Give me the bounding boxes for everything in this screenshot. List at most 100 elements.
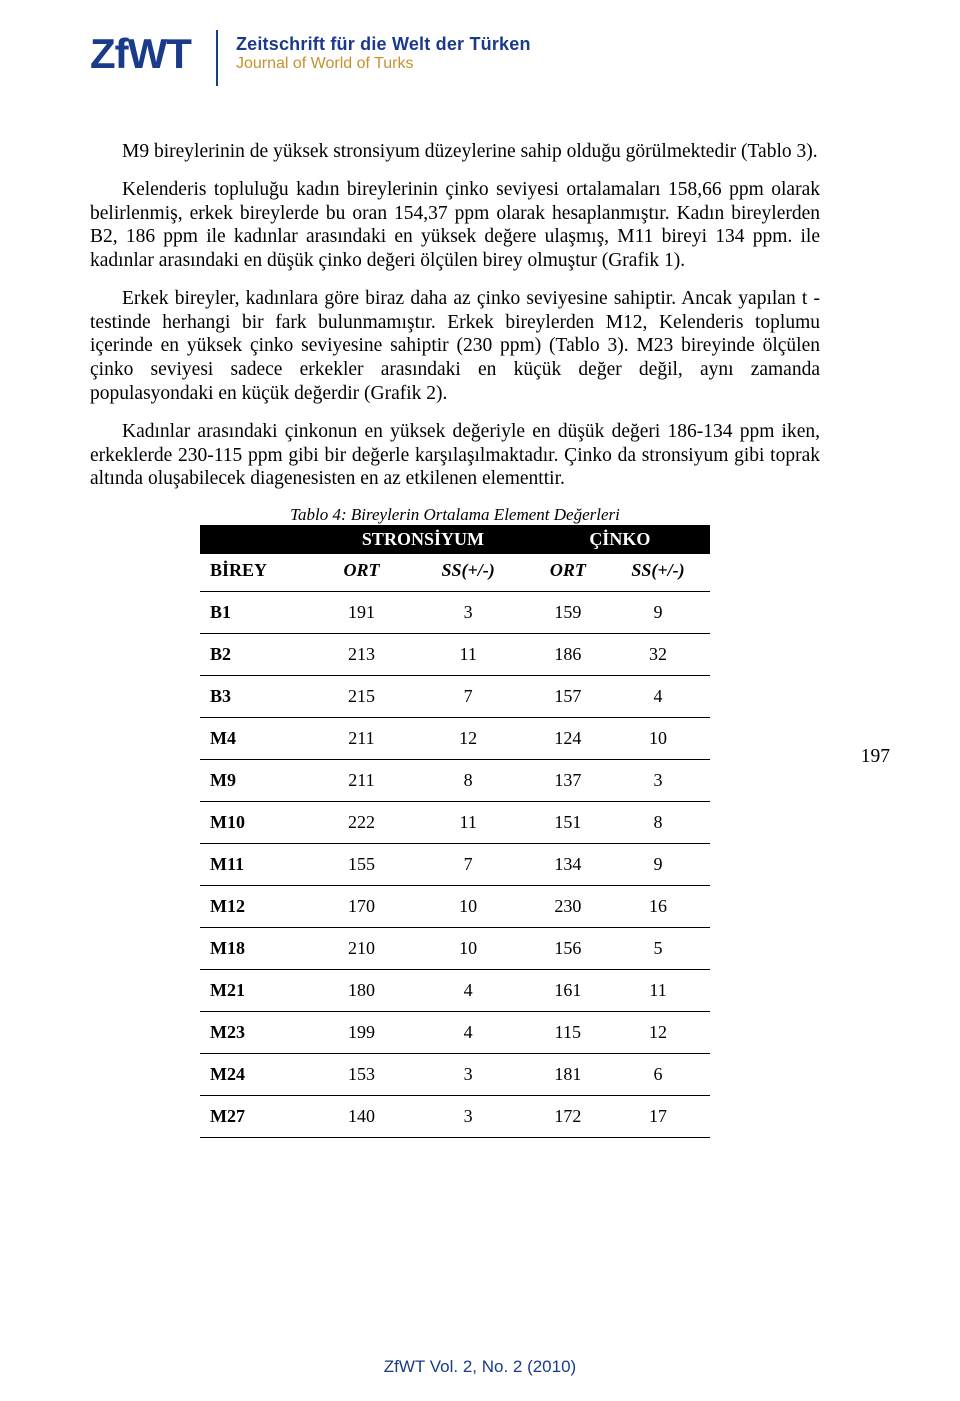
table-cell: 211 bbox=[316, 718, 406, 760]
table-cell: 159 bbox=[530, 592, 606, 634]
table-cell: 222 bbox=[316, 802, 406, 844]
table-cell: 8 bbox=[606, 802, 710, 844]
table-cell: 191 bbox=[316, 592, 406, 634]
journal-title-en: Journal of World of Turks bbox=[236, 55, 531, 73]
table-row: M10222111518 bbox=[200, 802, 710, 844]
journal-title-block: Zeitschrift für die Welt der Türken Jour… bbox=[236, 30, 531, 73]
table-row: M121701023016 bbox=[200, 886, 710, 928]
table-cell: 8 bbox=[407, 760, 530, 802]
table-cell: M4 bbox=[200, 718, 316, 760]
table-cell: 4 bbox=[407, 970, 530, 1012]
table-cell: 213 bbox=[316, 634, 406, 676]
table-cell: 4 bbox=[407, 1012, 530, 1054]
table-cell: M11 bbox=[200, 844, 316, 886]
table-cell: 9 bbox=[606, 844, 710, 886]
table-cell: 215 bbox=[316, 676, 406, 718]
table-cell: 4 bbox=[606, 676, 710, 718]
paragraph-1: M9 bireylerinin de yüksek stronsiyum düz… bbox=[90, 140, 820, 164]
table-cell: 124 bbox=[530, 718, 606, 760]
table-row: M921181373 bbox=[200, 760, 710, 802]
table-cell: 211 bbox=[316, 760, 406, 802]
table-cell: 230 bbox=[530, 886, 606, 928]
th-ss-1: SS(+/-) bbox=[407, 554, 530, 592]
table-cell: 11 bbox=[606, 970, 710, 1012]
page-number: 197 bbox=[861, 746, 890, 768]
table-cell: 181 bbox=[530, 1054, 606, 1096]
table-cell: 156 bbox=[530, 928, 606, 970]
th-ort-1: ORT bbox=[316, 554, 406, 592]
table-cell: 155 bbox=[316, 844, 406, 886]
table-cell: M27 bbox=[200, 1096, 316, 1138]
table-cell: 3 bbox=[606, 760, 710, 802]
table-cell: M12 bbox=[200, 886, 316, 928]
table-cell: 12 bbox=[407, 718, 530, 760]
table-cell: 16 bbox=[606, 886, 710, 928]
table-cell: B2 bbox=[200, 634, 316, 676]
table-cell: B1 bbox=[200, 592, 316, 634]
page-content: M9 bireylerinin de yüksek stronsiyum düz… bbox=[90, 140, 870, 1138]
th-birey: BİREY bbox=[200, 554, 316, 592]
table-cell: 170 bbox=[316, 886, 406, 928]
journal-title-de: Zeitschrift für die Welt der Türken bbox=[236, 34, 531, 55]
table-4-wrapper: Tablo 4: Bireylerin Ortalama Element Değ… bbox=[200, 505, 710, 1138]
table-cell: 32 bbox=[606, 634, 710, 676]
table-cell: 210 bbox=[316, 928, 406, 970]
table-cell: 172 bbox=[530, 1096, 606, 1138]
paragraph-4: Kadınlar arasındaki çinkonun en yüksek d… bbox=[90, 420, 820, 491]
table-cell: 199 bbox=[316, 1012, 406, 1054]
table-cell: 17 bbox=[606, 1096, 710, 1138]
table-cell: 10 bbox=[606, 718, 710, 760]
journal-header: ZfWT Zeitschrift für die Welt der Türken… bbox=[90, 30, 870, 100]
th-group-cinko: ÇİNKO bbox=[530, 525, 710, 554]
table-cell: M9 bbox=[200, 760, 316, 802]
table-cell: B3 bbox=[200, 676, 316, 718]
table-cell: 134 bbox=[530, 844, 606, 886]
table-4: STRONSİYUM ÇİNKO BİREY ORT SS(+/-) ORT S… bbox=[200, 525, 710, 1138]
table-cell: 12 bbox=[606, 1012, 710, 1054]
table-row: M27140317217 bbox=[200, 1096, 710, 1138]
table-cell: 161 bbox=[530, 970, 606, 1012]
table-cell: 5 bbox=[606, 928, 710, 970]
table-row: B22131118632 bbox=[200, 634, 710, 676]
th-ort-2: ORT bbox=[530, 554, 606, 592]
table-cell: 11 bbox=[407, 634, 530, 676]
table-cell: 137 bbox=[530, 760, 606, 802]
th-group-stronsiyum: STRONSİYUM bbox=[316, 525, 529, 554]
table-cell: 151 bbox=[530, 802, 606, 844]
table-row: M42111212410 bbox=[200, 718, 710, 760]
table-cell: 10 bbox=[407, 886, 530, 928]
table-cell: 11 bbox=[407, 802, 530, 844]
journal-logo: ZfWT bbox=[90, 30, 216, 78]
th-blank bbox=[200, 525, 316, 554]
table-cell: 3 bbox=[407, 592, 530, 634]
table-cell: 180 bbox=[316, 970, 406, 1012]
th-ss-2: SS(+/-) bbox=[606, 554, 710, 592]
table-row: M21180416111 bbox=[200, 970, 710, 1012]
table-row: M18210101565 bbox=[200, 928, 710, 970]
table-cell: 7 bbox=[407, 844, 530, 886]
table-cell: 157 bbox=[530, 676, 606, 718]
table-4-caption: Tablo 4: Bireylerin Ortalama Element Değ… bbox=[200, 505, 710, 525]
paragraph-3: Erkek bireyler, kadınlara göre biraz dah… bbox=[90, 287, 820, 406]
table-row: B321571574 bbox=[200, 676, 710, 718]
table-cell: 9 bbox=[606, 592, 710, 634]
table-cell: 3 bbox=[407, 1096, 530, 1138]
table-row: M23199411512 bbox=[200, 1012, 710, 1054]
table-cell: M10 bbox=[200, 802, 316, 844]
table-cell: M18 bbox=[200, 928, 316, 970]
table-cell: 186 bbox=[530, 634, 606, 676]
table-cell: M23 bbox=[200, 1012, 316, 1054]
table-cell: 153 bbox=[316, 1054, 406, 1096]
paragraph-2: Kelenderis topluluğu kadın bireylerinin … bbox=[90, 178, 820, 273]
table-row: M2415331816 bbox=[200, 1054, 710, 1096]
header-divider bbox=[216, 30, 218, 86]
table-cell: 7 bbox=[407, 676, 530, 718]
table-cell: 115 bbox=[530, 1012, 606, 1054]
page-footer: ZfWT Vol. 2, No. 2 (2010) bbox=[0, 1357, 960, 1377]
table-cell: M21 bbox=[200, 970, 316, 1012]
table-cell: 3 bbox=[407, 1054, 530, 1096]
table-row: M1115571349 bbox=[200, 844, 710, 886]
table-cell: M24 bbox=[200, 1054, 316, 1096]
table-cell: 6 bbox=[606, 1054, 710, 1096]
table-row: B119131599 bbox=[200, 592, 710, 634]
